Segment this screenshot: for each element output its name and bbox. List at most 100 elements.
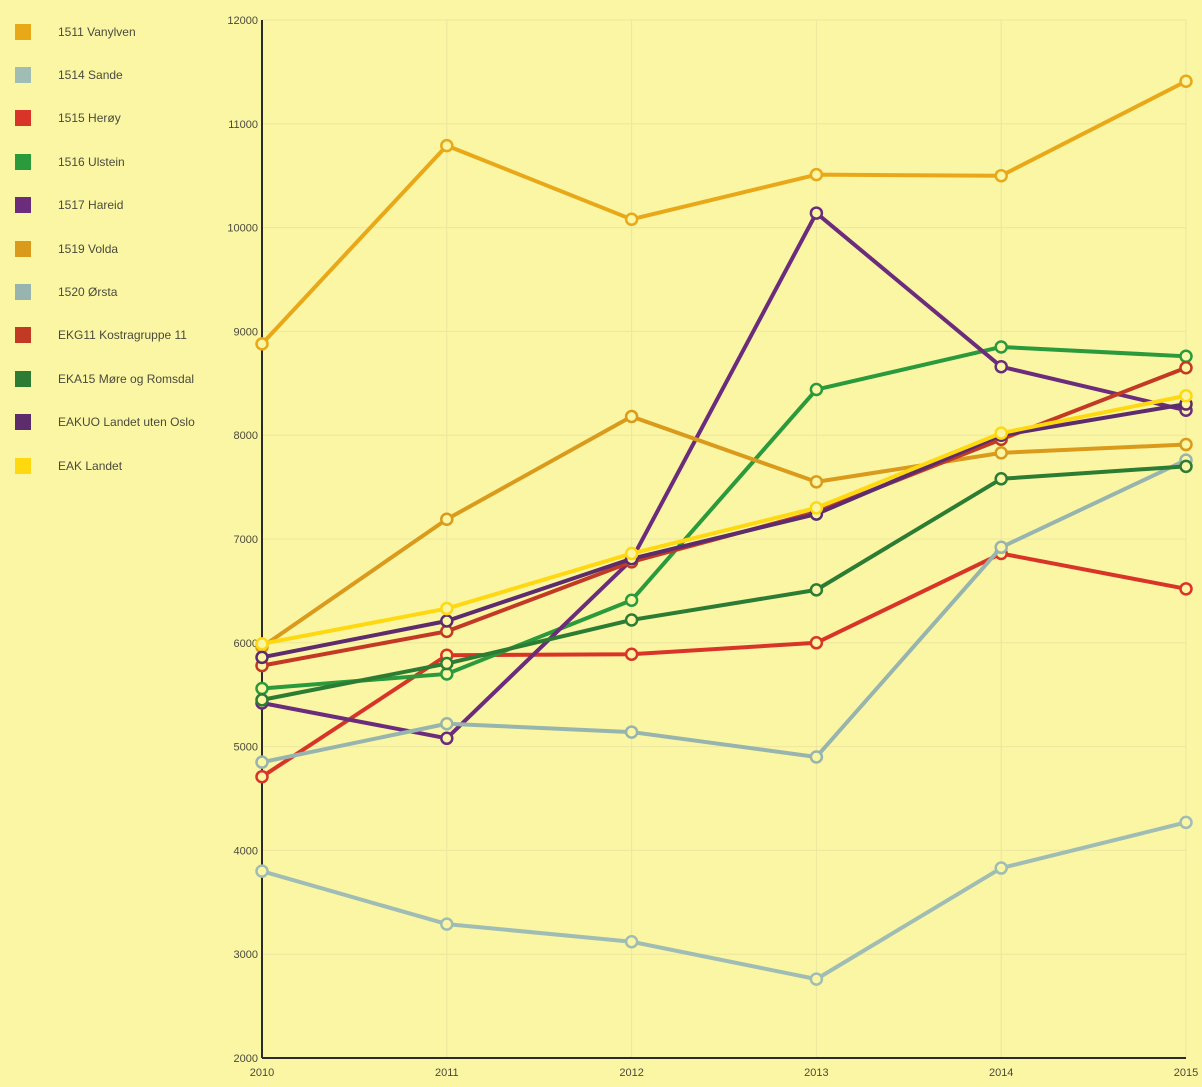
data-point-2-2012 [624,934,639,949]
data-point-1-2010 [255,337,269,351]
legend-item: EKA15 Møre og Romsdal [10,357,210,400]
y-tick-label: 12000 [227,15,258,27]
series-line-5 [260,211,1188,741]
x-tick-label: 2010 [250,1067,274,1079]
data-point-6-2015 [1179,437,1193,452]
data-point-4-2012 [624,593,639,607]
y-tick-label: 2000 [234,1053,258,1065]
data-point-6-2012 [624,409,639,424]
data-point-7-2013 [809,750,824,764]
data-point-10-2010 [255,650,269,665]
series-line-8 [260,365,1188,668]
legend-item: EAKUO Landet uten Oslo [10,401,210,444]
data-point-2-2013 [809,972,824,986]
legend-swatch [15,67,31,84]
chart-legend: 1511 Vanylven 1514 Sande 1515 Herøy 1516 Ul… [10,10,210,487]
data-point-2-2014 [994,861,1008,875]
y-tick-label: 9000 [234,326,258,338]
x-tick-label: 2015 [1174,1067,1198,1079]
legend-label: 1520 Ørsta [58,285,118,300]
data-point-7-2014 [994,540,1008,555]
data-point-9-2015 [1179,459,1193,474]
data-point-3-2013 [809,636,824,650]
data-point-5-2014 [994,359,1008,374]
legend-label: EAKUO Landet uten Oslo [58,415,195,430]
data-point-9-2014 [994,472,1008,486]
data-point-7-2011 [440,717,454,731]
data-point-5-2011 [440,731,454,746]
x-tick-label: 2012 [619,1067,643,1079]
data-point-9-2012 [624,613,639,627]
series-line-6 [260,414,1188,649]
legend-swatch [15,153,31,170]
legend-label: EAK Landet [58,458,123,473]
data-point-11-2010 [255,637,269,651]
legend-swatch [15,197,31,214]
data-point-6-2013 [809,475,824,489]
legend-swatch [15,370,31,387]
series-line-9 [260,464,1188,702]
legend-swatch [15,240,31,257]
legend-label: 1514 Sande [58,68,123,83]
data-point-1-2014 [994,168,1008,183]
legend-label: 1511 Vanylven [58,24,136,39]
y-tick-label: 3000 [234,949,258,961]
legend-swatch [15,284,31,301]
legend-swatch [15,414,31,431]
legend-label: 1517 Hareid [58,198,124,213]
data-point-4-2014 [994,340,1008,354]
data-point-4-2010 [255,681,269,696]
series-line-2 [260,820,1188,982]
legend-item: 1516 Ulstein [10,140,210,183]
data-point-9-2010 [255,693,269,707]
legend-item: 1514 Sande [10,53,210,96]
legend-swatch [15,23,31,40]
data-point-2-2015 [1179,815,1193,830]
data-point-3-2012 [624,647,639,661]
y-tick-label: 6000 [234,638,258,650]
legend-swatch [15,457,31,474]
data-point-9-2013 [809,583,824,597]
data-point-8-2015 [1179,360,1193,375]
data-point-2-2010 [255,864,269,878]
y-tick-label: 10000 [227,223,258,235]
y-tick-label: 5000 [234,742,258,754]
legend-label: 1515 Herøy [58,111,121,126]
data-point-11-2013 [809,501,824,515]
legend-item: 1511 Vanylven [10,10,210,53]
data-point-1-2013 [809,167,824,182]
legend-swatch [15,327,31,344]
data-point-3-2015 [1179,582,1193,596]
data-point-7-2010 [255,755,269,769]
legend-item: 1519 Volda [10,227,210,270]
data-point-10-2011 [440,614,454,628]
data-point-2-2011 [440,917,454,931]
legend-item: EKG11 Kostragruppe 11 [10,314,210,357]
y-tick-label: 4000 [234,845,258,857]
series-line-4 [260,344,1188,691]
data-point-6-2011 [440,512,454,527]
legend-label: 1519 Volda [58,241,119,256]
series-line-10 [260,402,1188,660]
y-tick-label: 8000 [234,430,258,442]
data-point-1-2012 [624,212,639,227]
data-point-5-2013 [809,206,824,220]
legend-item: 1515 Herøy [10,97,210,140]
data-point-7-2012 [624,725,639,739]
legend-label: 1516 Ulstein [58,154,125,169]
data-point-11-2011 [440,601,454,616]
series-line-1 [260,79,1188,346]
data-point-11-2014 [994,426,1008,440]
series-line-11 [260,393,1188,646]
data-point-1-2011 [440,138,454,153]
x-tick-label: 2013 [804,1067,828,1079]
data-point-11-2015 [1179,389,1193,403]
legend-item: 1517 Hareid [10,184,210,227]
legend-item: 1520 Ørsta [10,270,210,313]
legend-label: EKA15 Møre og Romsdal [58,371,195,386]
y-tick-label: 7000 [234,534,258,546]
y-tick-label: 11000 [228,119,258,131]
x-tick-label: 2011 [435,1067,459,1079]
data-point-6-2014 [994,446,1008,460]
